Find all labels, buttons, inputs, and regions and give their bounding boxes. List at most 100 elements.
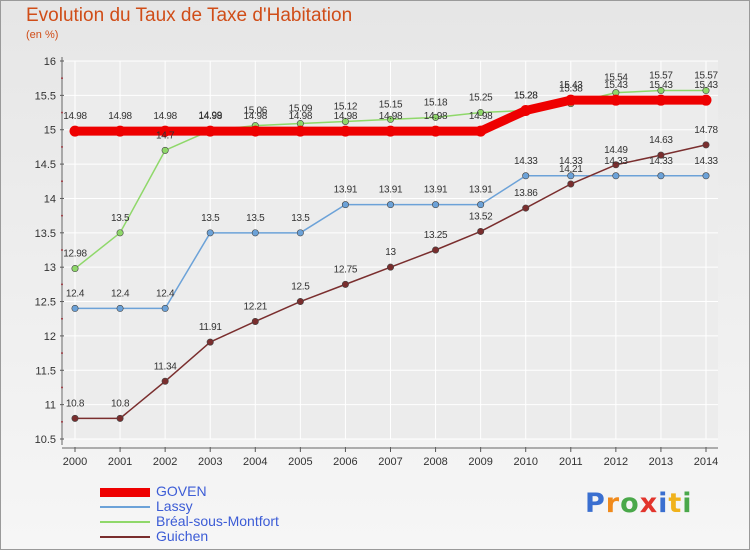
y-tick-label: 11.5 <box>35 365 56 377</box>
data-label: 15.12 <box>334 101 358 112</box>
data-point <box>386 115 394 123</box>
data-label: 15.06 <box>244 106 268 117</box>
data-point <box>610 94 622 106</box>
data-point <box>475 125 487 137</box>
data-point <box>385 125 396 137</box>
data-point <box>702 87 710 95</box>
data-label: 14.49 <box>604 145 628 156</box>
data-point <box>657 151 665 159</box>
data-label: 15.43 <box>649 80 673 91</box>
y-tick-label: 16 <box>44 56 56 68</box>
data-point <box>69 125 81 137</box>
data-label: 12.4 <box>111 288 130 299</box>
data-point <box>702 141 710 149</box>
logo-letter: i <box>682 488 693 519</box>
data-point <box>567 172 575 180</box>
legend-label: Guichen <box>156 528 209 544</box>
data-point <box>161 146 169 154</box>
data-label: 12.4 <box>156 288 175 299</box>
data-label: 14.98 <box>108 111 132 122</box>
proxiti-logo: Proxiti <box>585 488 693 519</box>
logo-letter: P <box>585 488 606 519</box>
data-point <box>386 263 394 271</box>
data-label: 14.33 <box>649 156 673 167</box>
data-point <box>341 280 349 288</box>
data-point <box>657 87 665 95</box>
data-point <box>159 125 171 137</box>
data-label: 12.21 <box>244 301 268 312</box>
data-point <box>522 172 530 180</box>
x-tick-label: 2014 <box>694 456 718 468</box>
data-label: 15.28 <box>514 90 538 101</box>
data-point <box>249 125 261 137</box>
data-label: 13.5 <box>246 213 265 224</box>
data-point <box>657 172 665 180</box>
logo-letter: o <box>620 488 640 519</box>
data-point <box>432 201 440 209</box>
data-point <box>339 125 351 137</box>
data-label: 13.91 <box>334 185 358 196</box>
data-label: 13.25 <box>424 230 448 241</box>
series-lines <box>69 87 712 422</box>
data-label: 14.21 <box>559 164 583 175</box>
x-tick-label: 2001 <box>108 456 132 468</box>
data-label: 15.43 <box>694 80 718 91</box>
data-point <box>206 229 214 237</box>
data-point <box>161 304 169 312</box>
legend-swatch <box>100 506 150 508</box>
data-point <box>655 94 667 106</box>
data-label: 14.98 <box>153 111 177 122</box>
x-tick-label: 2010 <box>513 456 537 468</box>
data-point <box>477 227 485 235</box>
data-label: 14.98 <box>289 111 313 122</box>
data-label: 13.91 <box>469 185 493 196</box>
legend-label: Bréal-sous-Montfort <box>156 513 279 529</box>
data-point <box>522 204 530 212</box>
chart-title: Evolution du Taux de Taxe d'Habitation <box>26 5 353 26</box>
data-label: 10.8 <box>111 398 130 409</box>
data-point <box>71 265 79 273</box>
data-label: 14.98 <box>244 111 268 122</box>
data-label: 14.33 <box>604 156 628 167</box>
data-point <box>612 161 620 169</box>
data-label: 12.98 <box>63 249 87 260</box>
data-label: 14.98 <box>63 111 87 122</box>
data-point <box>341 201 349 209</box>
data-label: 14.63 <box>649 135 673 146</box>
data-label: 15.57 <box>649 71 673 82</box>
y-tick-label: 12 <box>44 331 56 343</box>
data-point <box>116 304 124 312</box>
data-point <box>477 201 485 209</box>
data-label: 13.5 <box>291 213 310 224</box>
data-point <box>294 125 306 137</box>
data-labels: 14.98 14.98 14.98 14.98 14.98 14.98 14.98 14.98… <box>63 71 719 410</box>
x-tick-label: 2009 <box>468 456 492 468</box>
data-label: 13.52 <box>469 211 493 222</box>
x-tick-label: 2008 <box>423 456 447 468</box>
data-point <box>114 125 126 137</box>
data-point <box>432 113 440 121</box>
y-tick-label: 13.5 <box>35 228 56 240</box>
y-tick-label: 11 <box>45 400 56 412</box>
data-label: 12.5 <box>291 282 310 293</box>
data-label: 15.54 <box>604 73 628 84</box>
x-tick-label: 2005 <box>288 456 312 468</box>
data-label: 15.25 <box>469 93 493 104</box>
data-point <box>296 298 304 306</box>
y-tick-label: 13 <box>44 262 56 274</box>
data-label: 15.18 <box>424 97 448 108</box>
x-tick-label: 2002 <box>153 456 177 468</box>
data-label: 15.15 <box>379 99 403 110</box>
data-point <box>341 117 349 125</box>
data-label: 14.33 <box>559 156 583 167</box>
data-label: 14.78 <box>694 125 718 136</box>
x-tick-label: 2013 <box>649 456 673 468</box>
logo-letter: t <box>668 488 683 519</box>
data-point <box>296 229 304 237</box>
data-point <box>520 104 532 116</box>
data-point <box>700 94 712 106</box>
y-tick-label: 12.5 <box>35 297 56 309</box>
data-point <box>204 125 216 137</box>
data-label: 12.4 <box>66 288 85 299</box>
